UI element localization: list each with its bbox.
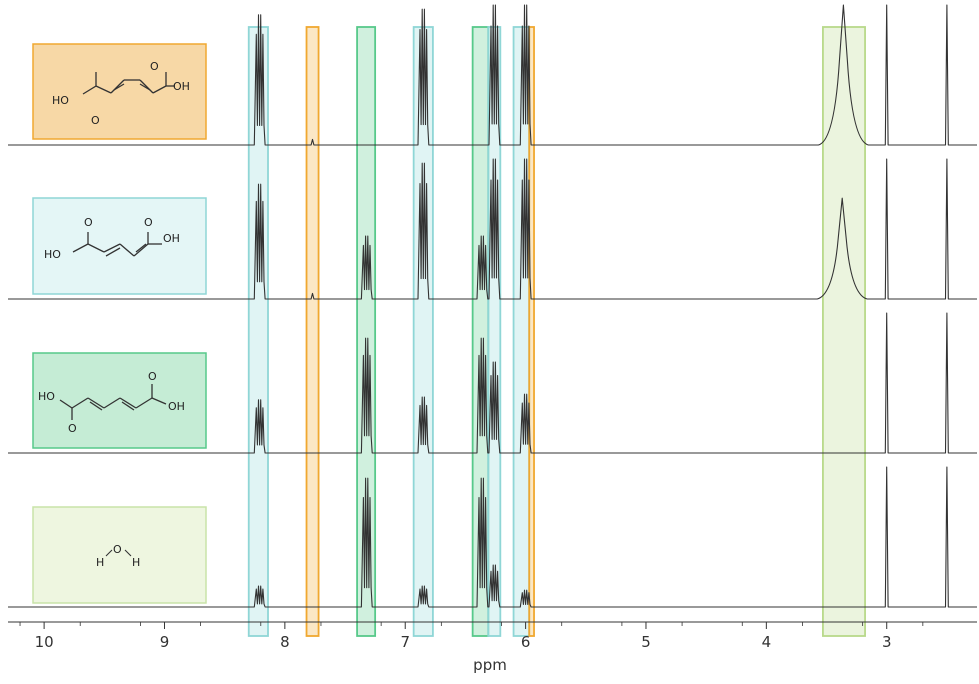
molecule-2-ho-label: HO: [44, 248, 61, 261]
highlight-band-6: [487, 26, 502, 637]
molecule-structure-2: [72, 232, 162, 257]
x-axis-label: ppm: [473, 656, 507, 674]
water-h1-label: H: [96, 556, 104, 569]
molecule-1-oh-label: OH: [173, 80, 190, 93]
water-h2-label: H: [132, 556, 140, 569]
molecule-1-o-top-label: O: [150, 60, 159, 73]
highlight-band-7: [512, 26, 531, 637]
x-tick-label-6: 6: [521, 633, 531, 651]
x-tick-label-5: 5: [641, 633, 651, 651]
molecule-1-ho-label: HO: [52, 94, 69, 107]
highlight-band-9: [822, 26, 866, 637]
molecule-2-o-top-label: O: [144, 216, 153, 229]
x-tick-label-4: 4: [762, 633, 772, 651]
molecule-box-1: HO OH O O: [32, 43, 207, 140]
spectrum-trace-1: [8, 4, 977, 146]
x-axis: 10 9 8 7 6 5 4 3 ppm: [8, 621, 977, 674]
highlight-band-4: [412, 26, 434, 637]
molecule-structure-4: [105, 549, 132, 557]
x-tick-label-7: 7: [400, 633, 410, 651]
x-tick-label-10: 10: [35, 633, 54, 651]
spectrum-trace-2: [8, 158, 977, 300]
molecule-3-oh-label: OH: [168, 400, 185, 413]
highlight-bands: [247, 26, 866, 637]
highlight-band-3: [356, 26, 377, 637]
molecule-structure-3: [59, 384, 167, 420]
molecule-box-2: HO OH O O: [32, 197, 207, 295]
molecule-3-o-bottom-label: O: [68, 422, 77, 435]
spectrum-trace-3: [8, 312, 977, 454]
molecule-3-o-top-label: O: [148, 370, 157, 383]
molecule-box-4: H O H: [32, 506, 207, 604]
highlight-band-1: [247, 26, 269, 637]
molecule-2-o-bottom-label: O: [84, 216, 93, 229]
spectrum-trace-4: [8, 466, 977, 608]
x-tick-label-8: 8: [280, 633, 290, 651]
spectrum-traces: [8, 4, 977, 608]
molecule-2-oh-label: OH: [163, 232, 180, 245]
highlight-band-8: [528, 26, 535, 637]
highlight-band-2: [305, 26, 320, 637]
molecule-box-3: HO OH O O: [32, 352, 207, 449]
molecule-label-boxes: HO OH O O: [32, 43, 207, 604]
x-tick-label-3: 3: [882, 633, 892, 651]
molecule-3-ho-label: HO: [38, 390, 55, 403]
x-axis-ticks: 10 9 8 7 6 5 4 3: [19, 622, 924, 651]
molecule-1-o-bottom-label: O: [91, 114, 100, 127]
x-tick-label-9: 9: [160, 633, 170, 651]
molecule-structure-1: [82, 72, 175, 95]
water-o-label: O: [113, 543, 122, 556]
